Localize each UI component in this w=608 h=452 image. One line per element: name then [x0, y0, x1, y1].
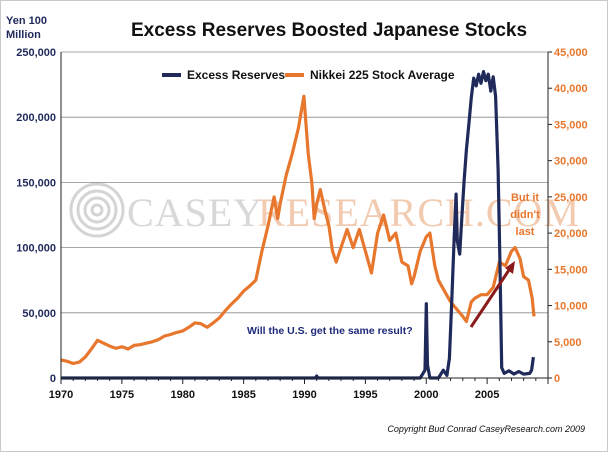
- x-tick-label: 1985: [231, 389, 255, 401]
- x-axis-ticks: 1970 1975 1980 1985 1990 1995 2000 2005: [49, 378, 549, 401]
- x-tick-label: 1980: [171, 389, 195, 401]
- chart-title: Excess Reserves Boosted Japanese Stocks: [131, 20, 527, 41]
- left-tick-label: 100,000: [16, 243, 56, 255]
- legend: Excess Reserves Nikkei 225 Stock Average: [162, 68, 455, 82]
- right-tick-label: 20,000: [554, 228, 588, 240]
- right-tick-label: 25,000: [554, 192, 588, 204]
- watermark-spiral-icon: [69, 182, 125, 238]
- gridlines: [61, 51, 548, 314]
- right-axis-ticks: 0 5,000 10,000 15,000 20,000 25,000 30,000 35,0…: [548, 47, 588, 385]
- left-axis-label-line1: Yen 100: [6, 15, 47, 27]
- x-tick-label: 1975: [110, 389, 134, 401]
- annotation-didnt-last-line1: But it: [511, 192, 539, 204]
- excess-reserves-series-line: [61, 70, 535, 380]
- x-tick-label: 1970: [49, 389, 73, 401]
- left-tick-label: 0: [50, 373, 56, 385]
- left-tick-label: 50,000: [22, 308, 56, 320]
- right-tick-label: 10,000: [554, 301, 588, 313]
- annotation-didnt-last-line3: last: [516, 226, 535, 238]
- x-tick-label: 2000: [414, 389, 438, 401]
- right-tick-label: 15,000: [554, 264, 588, 276]
- legend-label-excess-reserves: Excess Reserves: [187, 68, 285, 82]
- legend-label-nikkei: Nikkei 225 Stock Average: [310, 68, 455, 82]
- x-tick-label: 1995: [353, 389, 377, 401]
- left-axis-ticks: 0 50,000 100,000 150,000 200,000 250,000: [16, 47, 56, 385]
- right-tick-label: 40,000: [554, 83, 588, 95]
- left-tick-label: 250,000: [16, 47, 56, 59]
- nikkei-225-series-line: [60, 94, 536, 366]
- right-tick-label: 0: [554, 373, 560, 385]
- right-tick-label: 45,000: [554, 47, 588, 59]
- copyright-notice: Copyright Bud Conrad CaseyResearch.com 2…: [387, 424, 585, 434]
- right-tick-label: 30,000: [554, 156, 588, 168]
- right-tick-label: 35,000: [554, 119, 588, 131]
- left-tick-label: 200,000: [16, 112, 56, 124]
- right-tick-label: 5,000: [554, 337, 582, 349]
- x-tick-label: 2005: [475, 389, 499, 401]
- annotation-arrow: [469, 261, 515, 328]
- annotation-didnt-last-line2: didn't: [510, 209, 540, 221]
- watermark-text-left: CASEY: [127, 190, 263, 235]
- left-tick-label: 150,000: [16, 177, 56, 189]
- x-tick-label: 1990: [292, 389, 316, 401]
- annotation-same-result: Will the U.S. get the same result?: [247, 325, 413, 337]
- left-axis-label-line2: Million: [6, 29, 41, 41]
